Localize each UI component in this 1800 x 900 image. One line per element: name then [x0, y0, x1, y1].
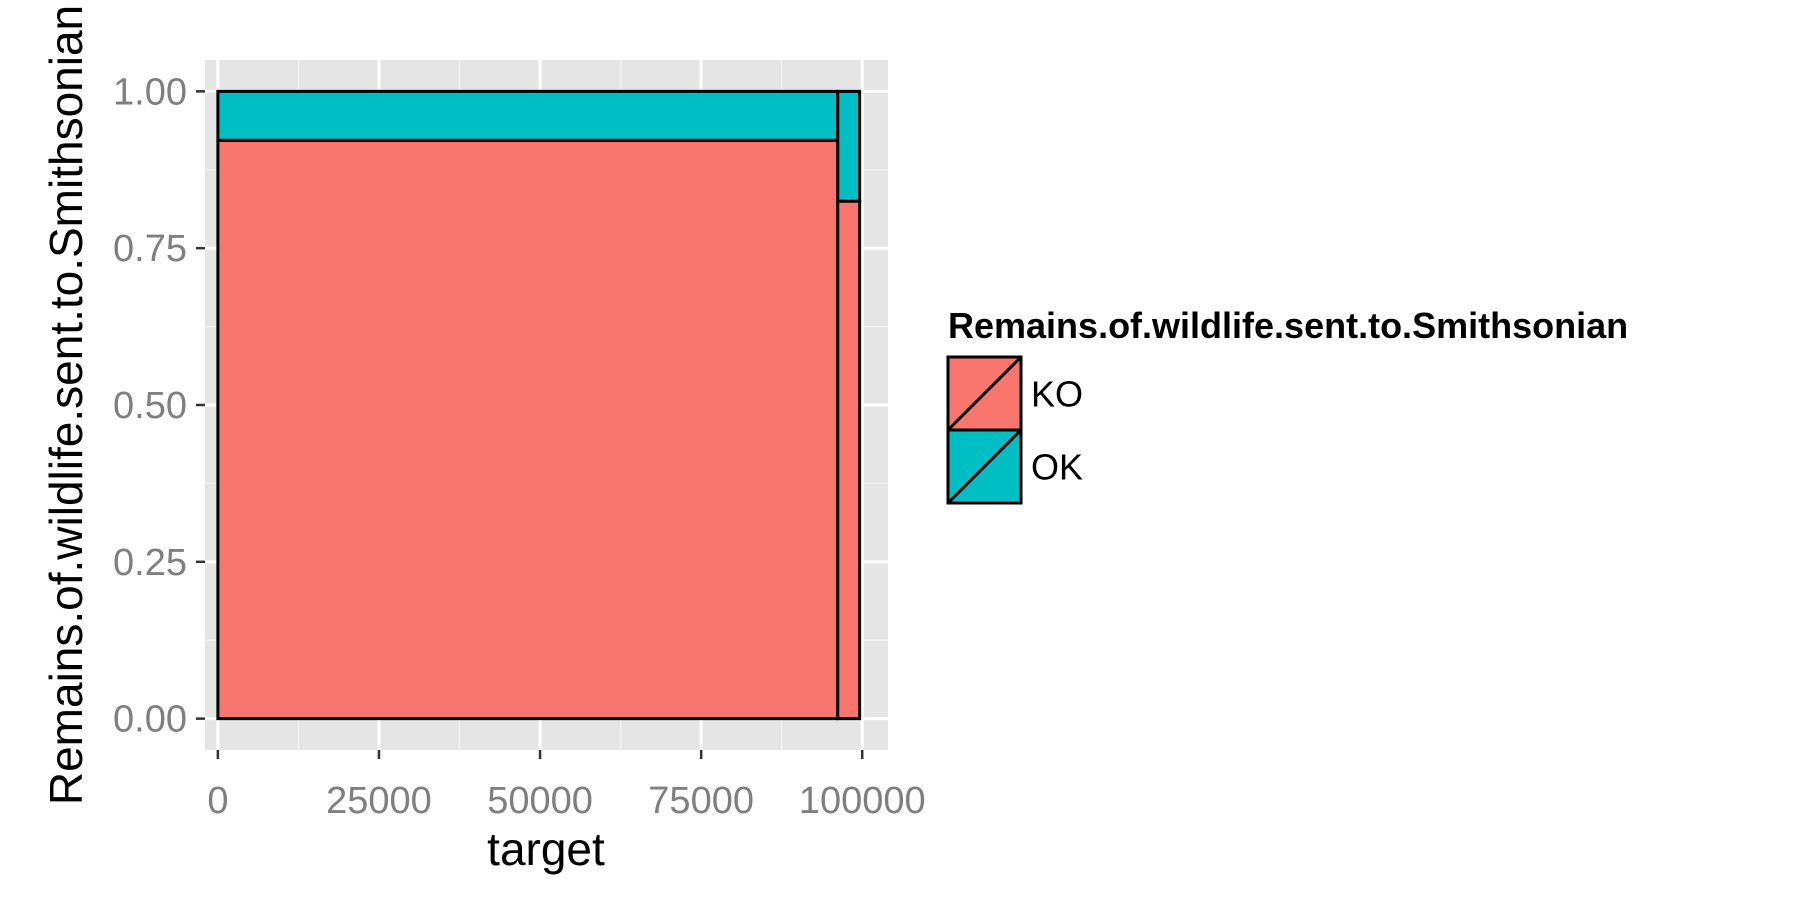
legend: Remains.of.wildlife.sent.to.Smithsonian …: [946, 305, 1628, 505]
x-axis-title: target: [487, 823, 605, 875]
x-tick-label: 0: [207, 780, 228, 822]
y-tick-label: 0.50: [113, 385, 187, 427]
tick-labels: 0 25000 50000 75000 100000 0.00 0.25 0.50 0.75 1.…: [113, 71, 926, 822]
legend-label-ko: KO: [1031, 374, 1083, 415]
bar-1-ok: [216, 89, 840, 142]
x-tick-label: 100000: [799, 780, 926, 822]
bars: [216, 89, 862, 721]
y-tick-label: 1.00: [113, 71, 187, 113]
y-axis-title: Remains.of.wildlife.sent.to.Smithsonian: [40, 5, 92, 805]
legend-key-ok: [946, 428, 1023, 505]
x-tick-label: 75000: [648, 780, 754, 822]
bar-2-ko: [836, 199, 862, 721]
y-tick-label: 0.25: [113, 542, 187, 584]
x-tick-label: 50000: [487, 780, 593, 822]
y-tick-label: 0.75: [113, 228, 187, 270]
y-tick-label: 0.00: [113, 699, 187, 741]
legend-swatch-diagonal: [946, 428, 1023, 505]
legend-key-ko: [946, 355, 1023, 432]
x-tick-label: 25000: [326, 780, 432, 822]
legend-swatch-diagonal: [946, 355, 1023, 432]
legend-label-ok: OK: [1031, 447, 1083, 488]
axis-ticks: [196, 90, 864, 759]
bar-2-ok: [836, 89, 862, 203]
bar-1-ko: [216, 138, 840, 721]
legend-title: Remains.of.wildlife.sent.to.Smithsonian: [948, 305, 1628, 346]
